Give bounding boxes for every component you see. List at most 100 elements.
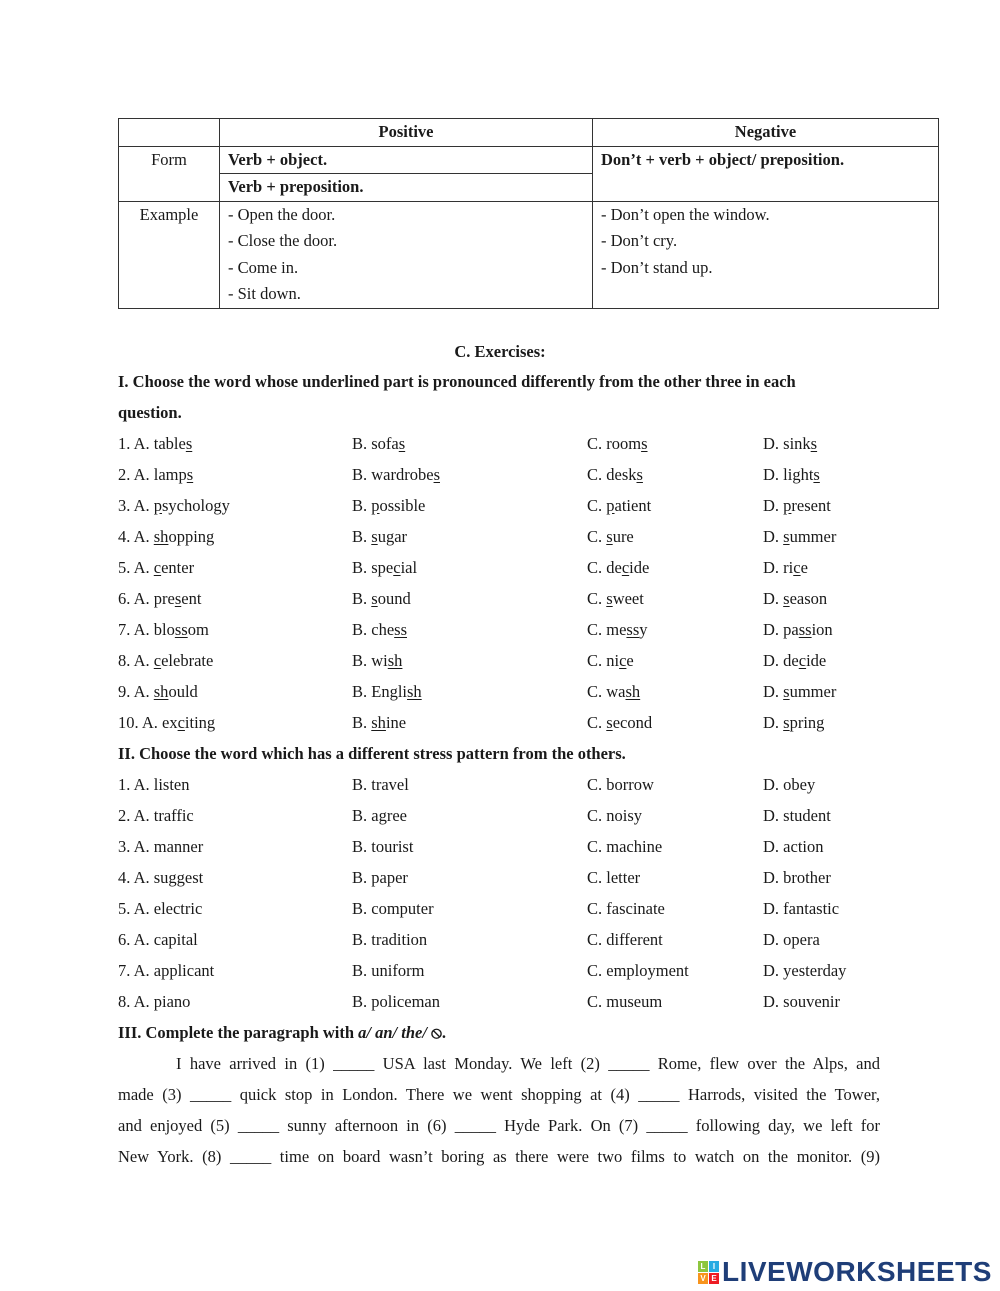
header-negative: Negative	[592, 118, 939, 147]
option: B. tourist	[352, 837, 414, 856]
option: B. tradition	[352, 930, 428, 949]
underlined-part: s	[783, 589, 790, 608]
option: D. spring	[763, 707, 824, 738]
option: D. action	[763, 837, 824, 856]
underlined-part: s	[185, 434, 193, 453]
option-text: 8. A.	[118, 651, 154, 670]
underlined-part: s	[783, 682, 790, 701]
option: C. sweet	[587, 583, 644, 614]
option-text: 7. A. blo	[118, 620, 175, 639]
option-text: B. spe	[352, 558, 394, 577]
option-text: D.	[763, 589, 784, 608]
underlined-part: s	[398, 434, 406, 453]
option-text: D.	[763, 496, 784, 515]
form-positive-2: Verb + preposition.	[219, 173, 593, 202]
underlined-part: c	[621, 558, 630, 577]
option: C. messy	[587, 614, 648, 645]
option-text: ion	[811, 620, 833, 639]
header-empty	[118, 118, 220, 147]
option-text: iting	[184, 713, 216, 732]
underlined-part: s	[606, 527, 613, 546]
option: B. computer	[352, 899, 434, 918]
option-text: 5. A.	[118, 558, 154, 577]
underlined-part: p	[606, 496, 615, 515]
option: D. summer	[763, 521, 836, 552]
underlined-part: p	[371, 496, 380, 515]
option: C. fascinate	[587, 899, 665, 918]
form-label: Form	[118, 145, 220, 202]
underlined-part: s	[371, 527, 378, 546]
option: B. chess	[352, 614, 407, 645]
logo-text: LIVEWORKSHEETS	[722, 1256, 992, 1287]
option-text: C. ni	[587, 651, 620, 670]
option: B. sofas	[352, 428, 405, 459]
option: C. nice	[587, 645, 634, 676]
exercise-2-title: II. Choose the word which has a differen…	[118, 744, 626, 763]
option: 2. A. lamps	[118, 459, 193, 490]
underlined-part: s	[783, 527, 790, 546]
option: D. decide	[763, 645, 826, 676]
option: C. wash	[587, 676, 640, 707]
option-text: C. desk	[587, 465, 637, 484]
option: C. patient	[587, 490, 651, 521]
option-text: 1. A. table	[118, 434, 186, 453]
option-text: opping	[168, 527, 215, 546]
underlined-part: s	[433, 465, 440, 484]
option-text: D.	[763, 713, 784, 732]
section-title: C. Exercises:	[454, 342, 546, 361]
underlined-part: c	[393, 558, 401, 577]
option: B. shine	[352, 707, 406, 738]
underlined-part: c	[619, 651, 627, 670]
option: B. policeman	[352, 992, 440, 1011]
exercise-1-title: I. Choose the word whose underlined part…	[118, 372, 796, 391]
option-text: C.	[587, 589, 607, 608]
option-text: B.	[352, 713, 372, 732]
option-text: econd	[612, 713, 653, 732]
example-negative-2: - Don’t cry.	[601, 231, 678, 250]
option-text: C.	[587, 527, 607, 546]
paragraph-line: New York. (8) _____ time on board wasn’t…	[118, 1147, 880, 1166]
option: 8. A. piano	[118, 992, 191, 1011]
underlined-part: s	[641, 434, 648, 453]
option: D. yesterday	[763, 961, 847, 980]
option: D. opera	[763, 930, 820, 949]
option-text: C. wa	[587, 682, 626, 701]
option-text: 10. A. ex	[118, 713, 178, 732]
option-text: weet	[612, 589, 644, 608]
option: D. brother	[763, 868, 831, 887]
header-positive: Positive	[219, 118, 593, 147]
option-text: 3. A.	[118, 496, 154, 515]
option: B. special	[352, 552, 417, 583]
underlined-part: s	[813, 465, 820, 484]
logo-block: E	[709, 1272, 719, 1284]
option-text: B. wi	[352, 651, 388, 670]
example-positive-1: - Open the door.	[228, 204, 336, 224]
option: D. souvenir	[763, 992, 840, 1011]
option: 4. A. shopping	[118, 521, 214, 552]
option-text: atient	[614, 496, 652, 515]
option-text: D. de	[763, 651, 799, 670]
option: B. English	[352, 676, 422, 707]
option: C. employment	[587, 961, 689, 980]
option: C. machine	[587, 837, 663, 856]
option-text: ial	[400, 558, 418, 577]
exercise-3-title: III. Complete the paragraph with a/ an/ …	[118, 1017, 446, 1048]
option-text: B.	[352, 527, 372, 546]
option: B. agree	[352, 806, 407, 825]
option-text: D. sink	[763, 434, 811, 453]
example-positive: - Open the door. - Close the door. - Com…	[219, 200, 593, 309]
underlined-part: sh	[407, 682, 422, 701]
exercise-3-title-articles: a/ an/ the/	[358, 1023, 432, 1042]
zero-article-symbol: ⦸	[431, 1023, 442, 1042]
option-text: ure	[612, 527, 634, 546]
option-text: ine	[385, 713, 407, 732]
logo-block: V	[698, 1272, 708, 1284]
option-text: D.	[763, 682, 784, 701]
table-header-row: Positive Negative	[118, 118, 939, 147]
underlined-part: s	[186, 465, 194, 484]
option-text: D. ri	[763, 558, 794, 577]
option: D. present	[763, 490, 831, 521]
option-text: B.	[352, 496, 372, 515]
underlined-part: sh	[387, 651, 403, 670]
